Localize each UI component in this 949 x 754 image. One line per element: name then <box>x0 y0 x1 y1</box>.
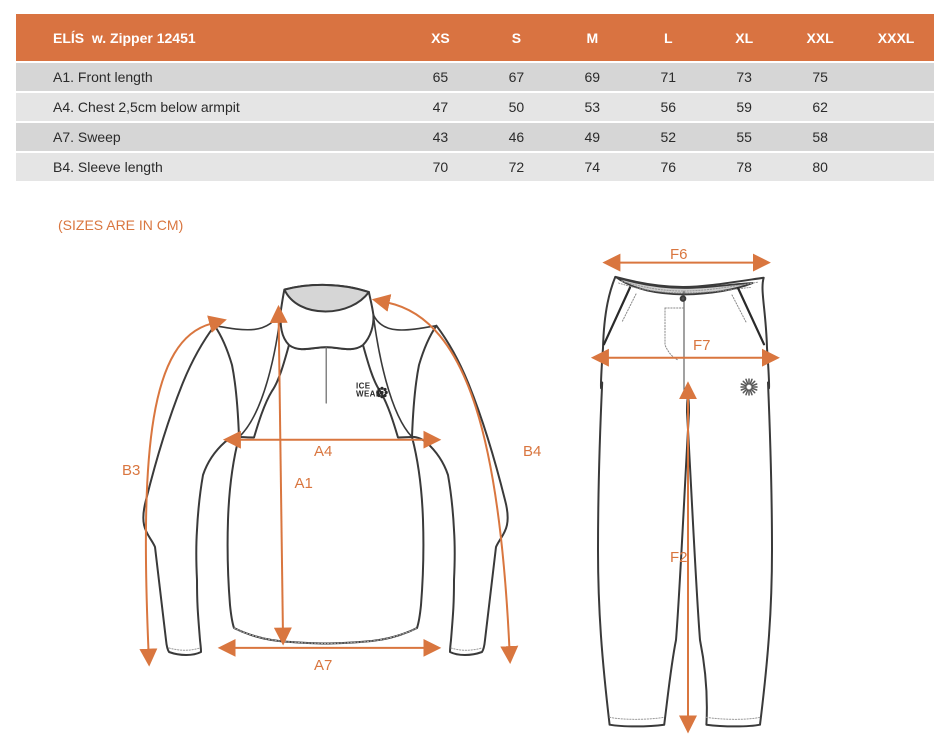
svg-text:B3: B3 <box>122 462 140 479</box>
svg-text:F2: F2 <box>670 549 688 566</box>
svg-text:A4: A4 <box>314 443 332 460</box>
svg-text:F7: F7 <box>693 337 711 354</box>
svg-text:A1: A1 <box>295 475 313 492</box>
svg-text:B4: B4 <box>523 443 541 460</box>
svg-text:A7: A7 <box>314 657 332 674</box>
svg-text:F6: F6 <box>670 246 688 263</box>
